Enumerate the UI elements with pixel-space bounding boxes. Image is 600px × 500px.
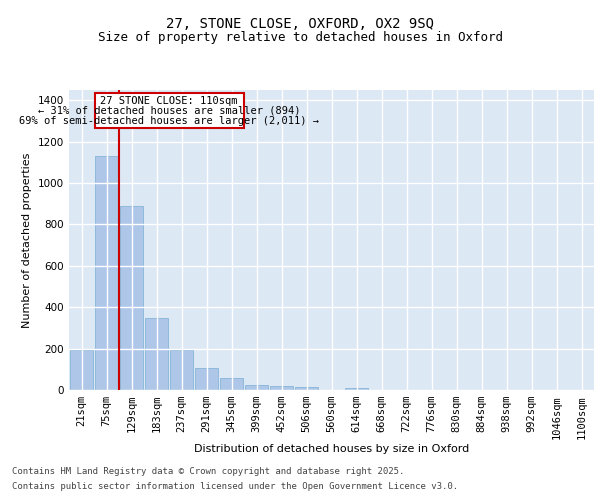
Text: 69% of semi-detached houses are larger (2,011) →: 69% of semi-detached houses are larger (… [19, 116, 319, 126]
Text: 27 STONE CLOSE: 110sqm: 27 STONE CLOSE: 110sqm [101, 96, 238, 106]
Bar [170, 350, 193, 390]
Bar [195, 368, 218, 390]
Bar [70, 350, 93, 390]
Bar [295, 388, 318, 390]
Y-axis label: Number of detached properties: Number of detached properties [22, 152, 32, 328]
Bar [345, 388, 368, 390]
Text: Contains HM Land Registry data © Crown copyright and database right 2025.: Contains HM Land Registry data © Crown c… [12, 467, 404, 476]
Text: Contains public sector information licensed under the Open Government Licence v3: Contains public sector information licen… [12, 482, 458, 491]
Text: ← 31% of detached houses are smaller (894): ← 31% of detached houses are smaller (89… [38, 106, 301, 116]
Bar [245, 385, 268, 390]
Bar [120, 206, 143, 390]
Text: 27, STONE CLOSE, OXFORD, OX2 9SQ: 27, STONE CLOSE, OXFORD, OX2 9SQ [166, 18, 434, 32]
Bar [95, 156, 118, 390]
Bar [270, 386, 293, 390]
Bar [145, 318, 168, 390]
Bar [220, 378, 243, 390]
FancyBboxPatch shape [95, 93, 244, 128]
Text: Size of property relative to detached houses in Oxford: Size of property relative to detached ho… [97, 31, 503, 44]
X-axis label: Distribution of detached houses by size in Oxford: Distribution of detached houses by size … [194, 444, 469, 454]
